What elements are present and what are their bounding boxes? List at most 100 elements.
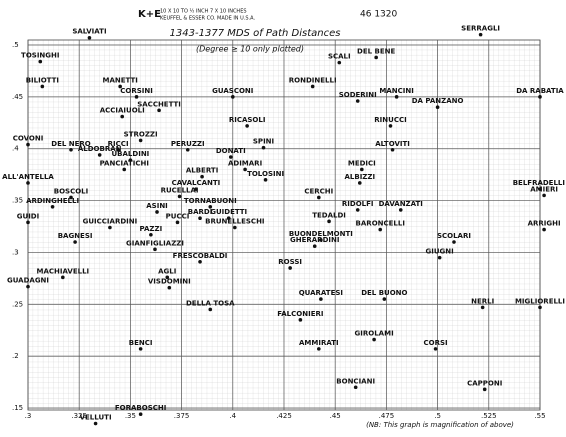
point-label: GUIDI bbox=[17, 212, 39, 220]
paper-maker: KEUFFEL & ESSER CO. MADE IN U.S.A. bbox=[160, 16, 255, 22]
point-label: FRESCOBALDI bbox=[173, 252, 228, 260]
point-label: BUONDELMONTI bbox=[289, 230, 353, 238]
point bbox=[353, 385, 358, 390]
subtitle: (Degree ≥ 10 only plotted) bbox=[196, 45, 304, 54]
point-label: FORABOSCHI bbox=[115, 404, 166, 412]
point-label: NERLI bbox=[471, 297, 494, 305]
point bbox=[69, 195, 73, 200]
point bbox=[61, 275, 65, 280]
point bbox=[108, 225, 112, 230]
point-label: PERUZZI bbox=[171, 140, 205, 148]
point-label: AMMIRATI bbox=[299, 339, 339, 347]
point-label: CORSINI bbox=[120, 87, 153, 95]
point-label: ALBERTI bbox=[186, 167, 218, 175]
point bbox=[138, 412, 143, 417]
point bbox=[153, 247, 157, 252]
point-label: GIUGNI bbox=[426, 248, 454, 256]
point bbox=[394, 95, 399, 99]
x-tick-label: .55 bbox=[534, 412, 545, 420]
point bbox=[298, 318, 303, 322]
point-label: DA PANZANO bbox=[412, 97, 464, 105]
point bbox=[319, 238, 323, 242]
point-label: ACCIAIUOLI bbox=[100, 107, 145, 115]
point bbox=[97, 153, 102, 157]
point-label: DEL BUONO bbox=[361, 289, 407, 297]
y-tick-label: .5 bbox=[12, 41, 19, 49]
point-label: SPINI bbox=[253, 138, 274, 146]
point-label: VELLUTI bbox=[80, 414, 112, 422]
point bbox=[120, 114, 125, 119]
point bbox=[310, 84, 315, 89]
note: (NB: This graph is magnification of abov… bbox=[366, 421, 514, 429]
point bbox=[122, 167, 127, 172]
y-tick-label: .35 bbox=[12, 197, 23, 205]
point-label: DONATI bbox=[216, 147, 246, 155]
x-tick-label: .375 bbox=[174, 412, 190, 420]
x-tick-label: .425 bbox=[276, 412, 292, 420]
point bbox=[138, 347, 143, 351]
point-label: MEDICI bbox=[348, 159, 376, 167]
brand: K+E bbox=[138, 9, 161, 20]
point-label: ARRIGHI bbox=[528, 220, 561, 228]
point-label: BOSCOLI bbox=[54, 187, 88, 195]
point-label: UBALDINI bbox=[112, 150, 150, 158]
point bbox=[312, 244, 317, 249]
point-label: SALVIATI bbox=[72, 28, 106, 36]
paper-spec: 10 X 10 TO ½ INCH 7 X 10 INCHES bbox=[160, 8, 247, 15]
y-tick-label: .4 bbox=[12, 145, 19, 153]
point-label: BILIOTTI bbox=[26, 76, 59, 84]
point-label: RUCELLAI bbox=[161, 186, 199, 194]
point bbox=[167, 285, 172, 290]
point bbox=[452, 240, 456, 244]
point bbox=[175, 220, 180, 225]
point bbox=[261, 145, 266, 150]
point-label: DA RABATIA bbox=[516, 87, 564, 95]
y-tick-label: .2 bbox=[12, 352, 19, 360]
point bbox=[134, 95, 139, 99]
point bbox=[360, 167, 364, 172]
point bbox=[243, 167, 247, 172]
point bbox=[437, 255, 442, 260]
point bbox=[433, 347, 438, 351]
x-tick-label: .4 bbox=[229, 412, 236, 420]
point-label: TOLOSINI bbox=[247, 170, 284, 178]
point-label: BAGNESI bbox=[58, 232, 93, 240]
point bbox=[194, 187, 198, 191]
point bbox=[355, 208, 360, 212]
point bbox=[116, 147, 120, 152]
point bbox=[138, 138, 143, 143]
x-tick-label: .3 bbox=[25, 412, 32, 420]
point bbox=[233, 225, 237, 230]
point-label: BRUNELLESCHI bbox=[205, 218, 264, 226]
point bbox=[482, 387, 487, 392]
point-label: BARONCELLI bbox=[356, 220, 405, 228]
point-label: TEDALDI bbox=[312, 211, 346, 219]
point-label: PANCIATICHI bbox=[100, 159, 149, 167]
point bbox=[38, 59, 43, 64]
point bbox=[327, 219, 331, 224]
point-label: DEL NERO bbox=[51, 140, 91, 148]
point-label: BENCI bbox=[129, 339, 153, 347]
point bbox=[165, 275, 170, 280]
point-label: ALL'ANTELLA bbox=[2, 173, 54, 181]
point-label: BONCIANI bbox=[336, 377, 375, 385]
point bbox=[87, 35, 92, 40]
chart-title: 1343-1377 MDS of Path Distances bbox=[170, 28, 341, 39]
point-label: RIDOLFI bbox=[342, 200, 374, 208]
point bbox=[317, 195, 321, 200]
point-label: AMIERI bbox=[530, 185, 558, 193]
point bbox=[538, 187, 542, 191]
point bbox=[157, 108, 161, 113]
point bbox=[542, 227, 546, 232]
point bbox=[208, 204, 213, 209]
point-label: ROSSI bbox=[278, 258, 302, 266]
point-label: ALDOBRAN bbox=[78, 145, 122, 153]
point bbox=[480, 305, 485, 310]
point-label: AGLI bbox=[158, 267, 176, 275]
point bbox=[288, 266, 292, 270]
point-label: GUADAGNI bbox=[7, 277, 49, 285]
point bbox=[149, 232, 153, 237]
point-label: PAZZI bbox=[140, 225, 163, 233]
point bbox=[40, 84, 45, 89]
point bbox=[26, 142, 30, 147]
